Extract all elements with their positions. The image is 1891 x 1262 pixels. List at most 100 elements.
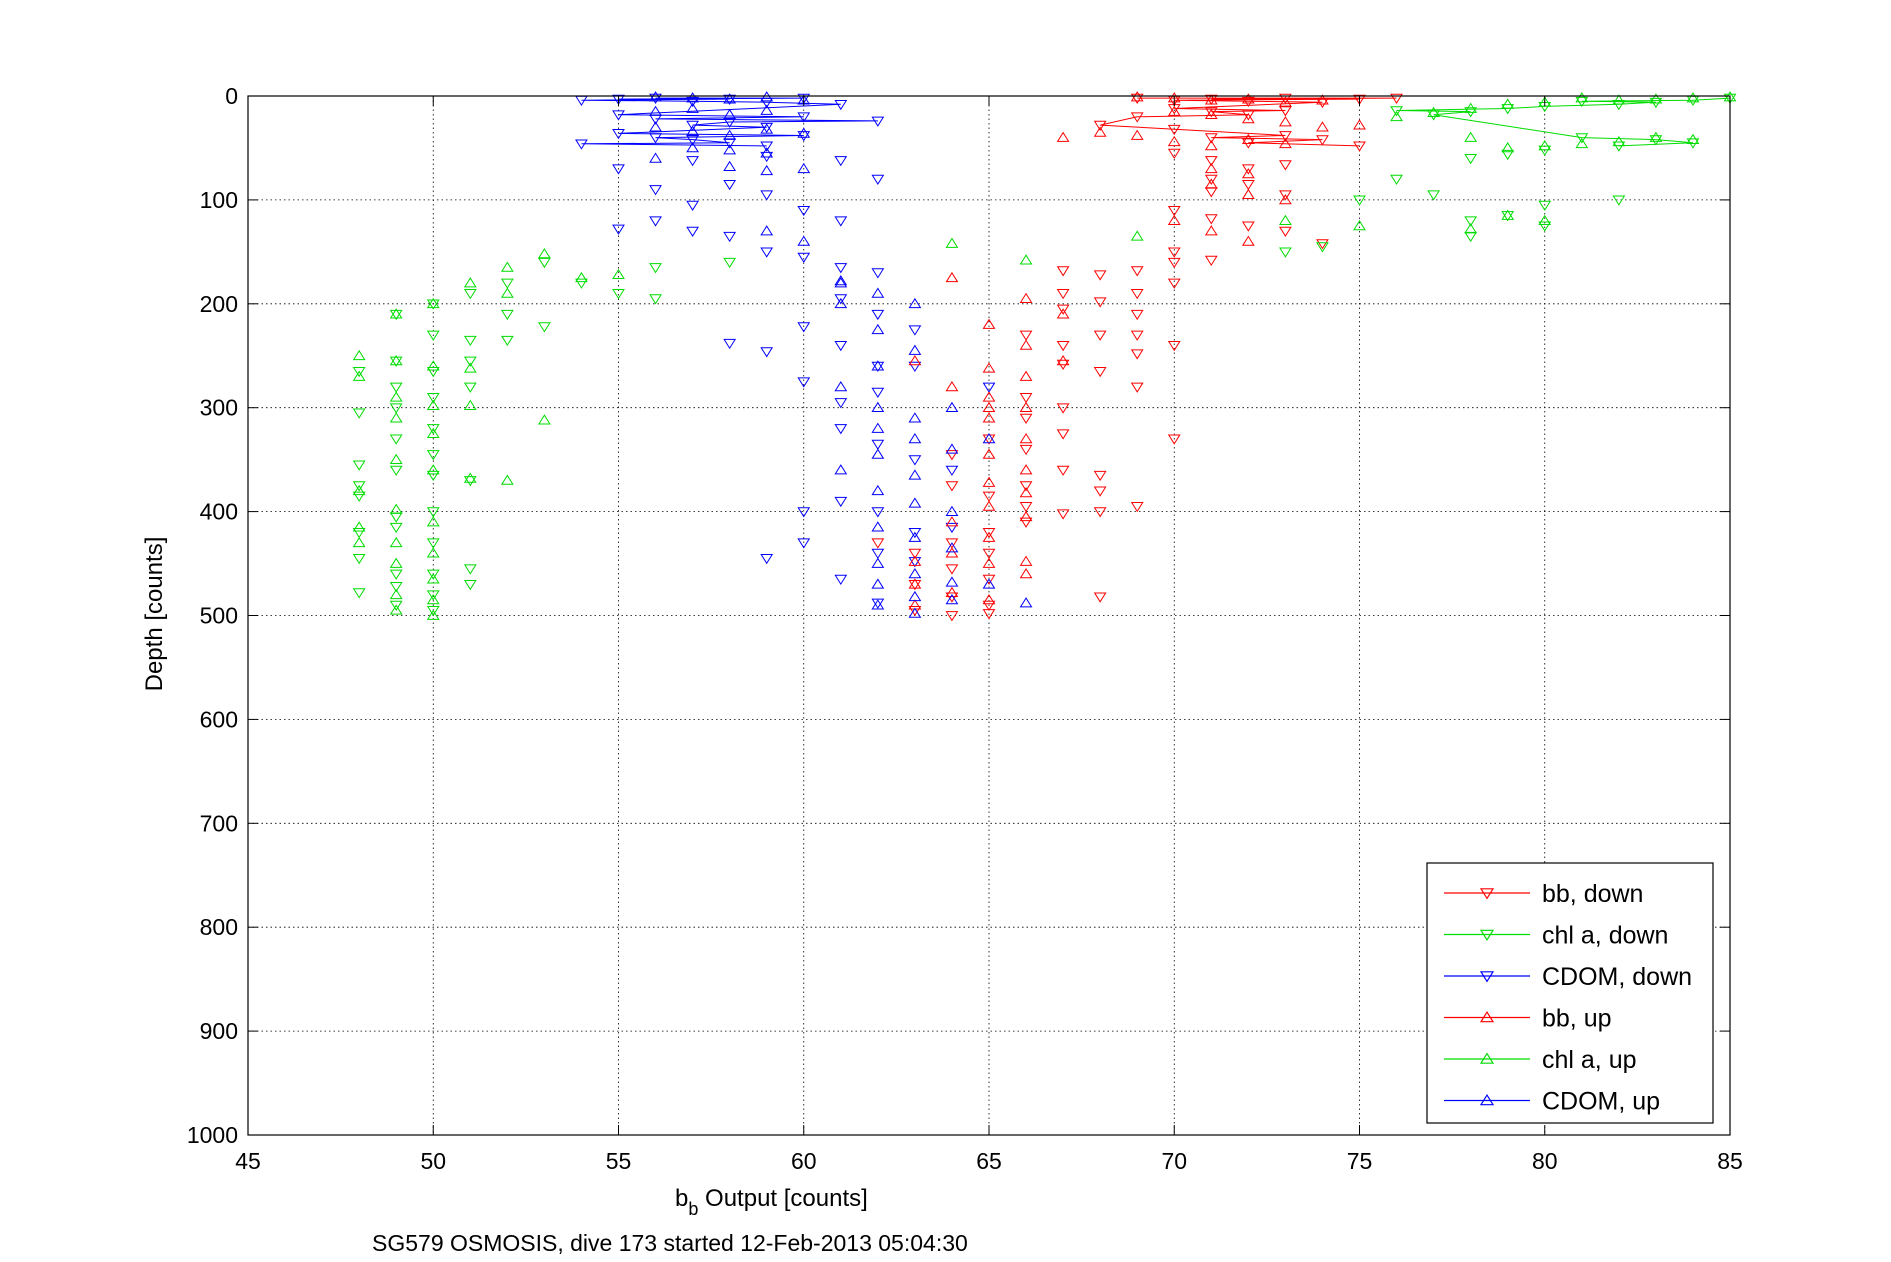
data-point-chl-a-down <box>500 335 514 347</box>
data-point-bb-up <box>982 594 996 605</box>
data-point-cdom-down <box>760 97 774 109</box>
data-point-cdom-up <box>908 607 922 618</box>
data-point-chl-a-up <box>537 248 551 259</box>
data-point-bb-down <box>1390 93 1403 104</box>
data-point-cdom-down <box>834 398 848 409</box>
data-point-chl-a-down <box>389 600 403 612</box>
data-point-bb-down <box>1204 156 1218 167</box>
data-point-chl-a-up <box>575 271 588 283</box>
data-point-chl-a-up <box>1612 94 1626 105</box>
data-point-bb-down <box>1278 190 1292 201</box>
data-point-cdom-down <box>945 465 959 476</box>
data-point-chl-a-down <box>1612 195 1626 206</box>
data-point-bb-up <box>1204 225 1218 236</box>
data-point-chl-a-up <box>1686 92 1700 103</box>
data-point-chl-a-up <box>352 484 366 496</box>
data-point-bb-down <box>945 481 959 492</box>
data-point-bb-down <box>1241 221 1255 232</box>
data-point-bb-down <box>1167 341 1181 352</box>
data-point-bb-down <box>1093 470 1107 482</box>
data-point-bb-up <box>982 500 996 511</box>
data-point-chl-a-up <box>352 370 366 381</box>
data-point-cdom-up <box>908 469 922 480</box>
data-point-bb-up <box>1278 137 1292 149</box>
chart-caption: SG579 OSMOSIS, dive 173 started 12-Feb-2… <box>372 1230 968 1256</box>
data-point-cdom-up <box>871 578 885 589</box>
data-point-chl-a-down <box>352 554 366 565</box>
data-point-bb-up <box>1019 555 1033 566</box>
data-point-bb-up <box>1019 292 1033 303</box>
data-point-bb-down <box>1204 133 1218 144</box>
y-tick-label: 600 <box>200 706 238 732</box>
data-point-chl-a-up <box>1130 230 1144 241</box>
data-point-bb-down <box>1278 106 1292 117</box>
data-point-bb-down <box>1130 309 1144 321</box>
data-point-chl-a-up <box>426 547 440 558</box>
data-point-cdom-down <box>834 424 848 435</box>
data-point-bb-up <box>1241 188 1255 200</box>
data-point-cdom-down <box>871 507 885 518</box>
data-point-chl-a-down <box>1464 153 1478 165</box>
data-point-bb-down <box>908 548 922 560</box>
data-point-bb-down <box>1019 444 1033 456</box>
x-axis-label-main: b <box>675 1185 688 1212</box>
legend-marker-cdom-up <box>1479 1093 1495 1106</box>
x-tick-label: 75 <box>1347 1148 1373 1174</box>
data-point-chl-a-up <box>1390 110 1403 122</box>
data-point-bb-up <box>1019 568 1033 579</box>
data-point-cdom-up <box>871 484 885 496</box>
data-point-bb-down <box>1204 255 1218 267</box>
data-point-bb-down <box>1130 289 1144 300</box>
data-point-bb-down <box>945 450 959 461</box>
data-point-chl-a-down <box>389 582 403 593</box>
data-point-bb-up <box>1167 214 1181 226</box>
data-point-chl-a-down <box>352 366 366 378</box>
data-point-bb-up <box>1056 131 1070 142</box>
data-point-chl-a-up <box>426 594 440 605</box>
data-point-cdom-down <box>760 190 774 201</box>
data-point-cdom-down <box>797 507 811 518</box>
data-point-bb-down <box>1167 278 1181 289</box>
data-point-bb-up <box>1204 139 1218 151</box>
data-point-bb-up <box>1019 401 1033 413</box>
data-point-cdom-down <box>797 112 811 123</box>
data-point-bb-down <box>1167 205 1181 217</box>
data-point-chl-a-up <box>612 268 625 280</box>
data-point-chl-a-up <box>1427 106 1441 117</box>
data-point-bb-down <box>945 611 959 622</box>
data-point-cdom-up <box>871 401 885 413</box>
data-point-bb-down <box>908 605 922 617</box>
data-point-bb-down <box>1353 141 1366 152</box>
data-point-cdom-up <box>760 225 774 236</box>
data-point-cdom-down <box>834 574 848 586</box>
data-point-chl-a-down <box>1612 141 1626 152</box>
data-point-chl-a-up <box>463 399 477 410</box>
data-point-cdom-down <box>612 110 625 121</box>
data-point-bb-up <box>945 516 959 527</box>
data-point-cdom-up <box>908 590 922 602</box>
data-point-cdom-up <box>1019 597 1033 608</box>
data-point-cdom-down <box>871 309 885 321</box>
data-point-cdom-down <box>649 216 662 227</box>
data-point-bb-down <box>1056 266 1070 277</box>
data-point-chl-a-down <box>389 465 403 476</box>
x-tick-label: 70 <box>1161 1148 1187 1174</box>
data-point-cdom-down <box>612 164 625 175</box>
data-point-cdom-down <box>871 361 885 373</box>
data-point-bb-up <box>982 391 996 402</box>
data-point-bb-up <box>1316 94 1329 105</box>
data-point-bb-up <box>908 555 922 566</box>
data-point-chl-a-down <box>575 278 588 289</box>
data-point-chl-a-up <box>426 464 440 475</box>
data-point-cdom-down <box>686 120 700 131</box>
x-axis-label-subscript: b <box>688 1199 698 1219</box>
data-point-cdom-up <box>723 108 737 120</box>
data-point-chl-a-up <box>1501 209 1515 220</box>
x-tick-label: 65 <box>976 1148 1002 1174</box>
data-point-bb-down <box>1167 257 1181 269</box>
y-tick-label: 800 <box>200 914 238 940</box>
data-point-chl-a-up <box>389 308 403 319</box>
legend-marker-bb-down <box>1479 888 1495 900</box>
data-point-bb-up <box>1241 133 1255 144</box>
data-point-bb-up <box>908 578 922 589</box>
